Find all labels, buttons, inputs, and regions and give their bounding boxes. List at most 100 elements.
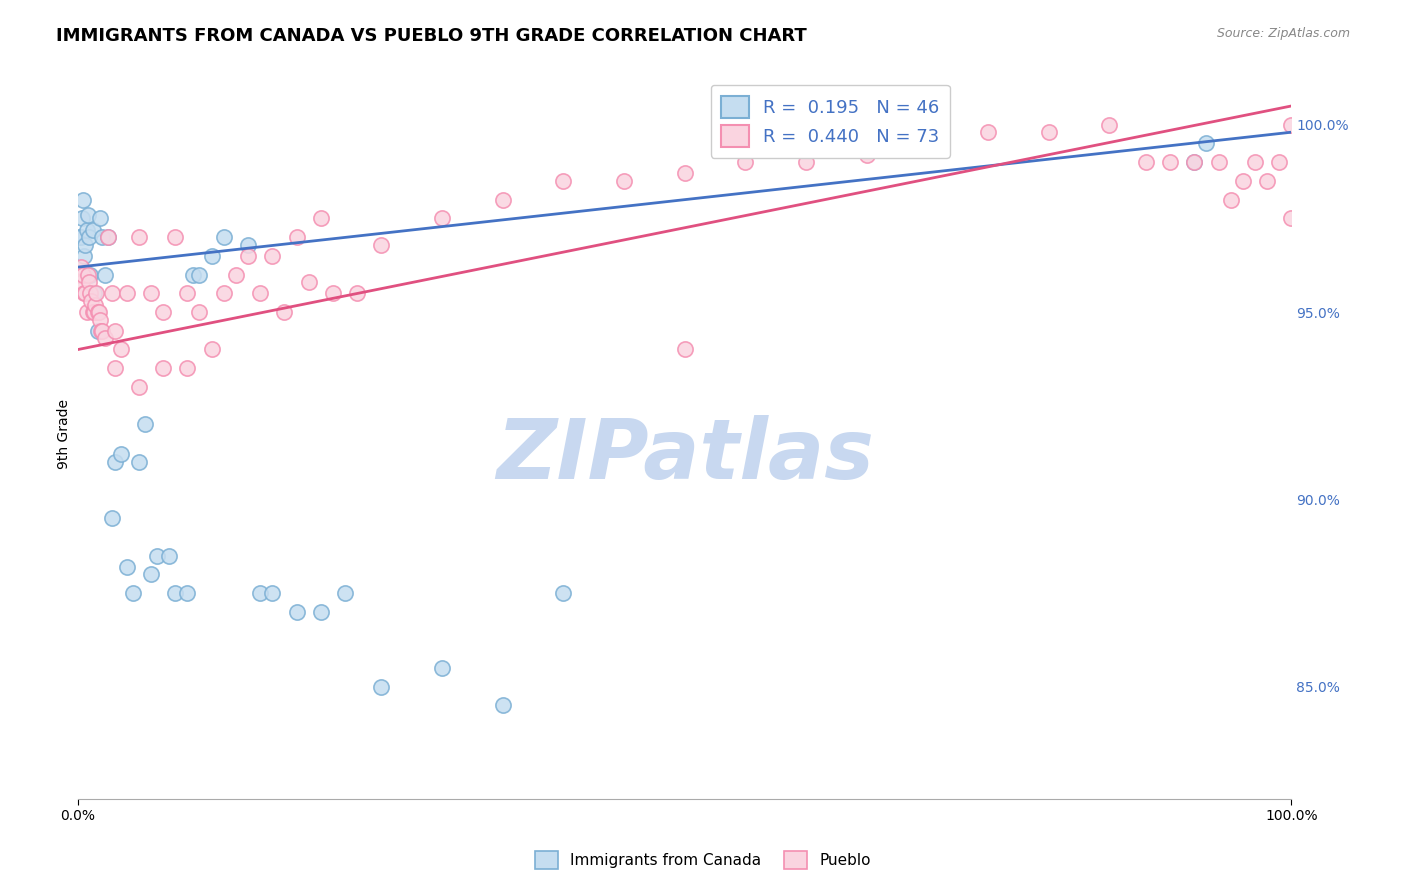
Point (128, 230, 150, 244)
Point (225, 268, 247, 282)
Point (70, 211, 93, 226)
Point (90, 324, 112, 338)
Point (103, 324, 125, 338)
Point (977, 125, 1000, 139)
Point (1159, 155, 1181, 169)
Point (183, 268, 205, 282)
Point (87, 305, 110, 319)
Point (734, 155, 756, 169)
Point (76, 208, 98, 222)
Point (1208, 155, 1230, 169)
Point (1195, 136, 1218, 151)
Point (76, 268, 98, 282)
Point (1219, 193, 1241, 207)
Point (89, 312, 111, 326)
Point (69, 230, 91, 244)
Point (80, 293, 103, 308)
Point (72, 193, 94, 207)
Point (1038, 125, 1060, 139)
Point (273, 305, 295, 319)
Point (94, 331, 117, 345)
Point (346, 286, 368, 301)
Point (69, 260, 91, 274)
Point (86, 286, 108, 301)
Point (1268, 155, 1291, 169)
Point (794, 155, 817, 169)
Point (115, 286, 138, 301)
Point (1279, 118, 1302, 132)
Point (673, 343, 696, 357)
Point (212, 286, 235, 301)
Point (121, 586, 143, 600)
Point (83, 305, 105, 319)
Point (75, 237, 97, 252)
Point (89, 211, 111, 226)
Text: IMMIGRANTS FROM CANADA VS PUEBLO 9TH GRADE CORRELATION CHART: IMMIGRANTS FROM CANADA VS PUEBLO 9TH GRA… (56, 27, 807, 45)
Point (262, 249, 284, 263)
Point (97, 230, 120, 244)
Point (82, 305, 104, 319)
Point (492, 698, 515, 713)
Point (86, 305, 108, 319)
Point (165, 230, 187, 244)
Point (146, 549, 169, 563)
Point (67, 230, 90, 244)
Point (430, 661, 453, 675)
Point (77, 275, 100, 289)
Point (84, 297, 107, 311)
Point (152, 361, 174, 376)
Point (139, 567, 162, 582)
Point (1256, 174, 1278, 188)
Point (1098, 118, 1121, 132)
Y-axis label: 9th Grade: 9th Grade (58, 399, 72, 469)
Point (200, 343, 222, 357)
Point (553, 586, 575, 600)
Point (152, 305, 174, 319)
Point (492, 193, 515, 207)
Point (176, 361, 198, 376)
Point (94, 268, 117, 282)
Point (73, 249, 96, 263)
Point (1232, 174, 1254, 188)
Point (262, 586, 284, 600)
Point (236, 249, 259, 263)
Point (1244, 155, 1267, 169)
Point (322, 286, 344, 301)
Point (83, 286, 105, 301)
Point (298, 275, 321, 289)
Point (134, 417, 156, 432)
Point (200, 249, 222, 263)
Text: ZIPatlas: ZIPatlas (496, 415, 873, 496)
Point (110, 447, 132, 461)
Point (128, 455, 150, 469)
Point (176, 586, 198, 600)
Point (285, 605, 308, 619)
Point (73, 286, 96, 301)
Point (76, 305, 98, 319)
Point (139, 286, 162, 301)
Point (285, 230, 308, 244)
Point (370, 680, 392, 694)
Legend: R =  0.195   N = 46, R =  0.440   N = 73: R = 0.195 N = 46, R = 0.440 N = 73 (710, 85, 950, 158)
Point (91, 324, 114, 338)
Point (333, 586, 356, 600)
Point (70, 275, 93, 289)
Point (97, 230, 120, 244)
Point (917, 136, 939, 151)
Point (673, 166, 696, 180)
Point (613, 174, 636, 188)
Point (370, 237, 392, 252)
Point (67, 268, 90, 282)
Point (115, 559, 138, 574)
Point (86, 305, 108, 319)
Point (1135, 155, 1157, 169)
Text: Source: ZipAtlas.com: Source: ZipAtlas.com (1216, 27, 1350, 40)
Point (75, 286, 97, 301)
Point (553, 174, 575, 188)
Point (86, 324, 108, 338)
Point (128, 380, 150, 394)
Point (309, 211, 332, 226)
Point (249, 286, 271, 301)
Point (76, 222, 98, 236)
Point (1279, 211, 1302, 226)
